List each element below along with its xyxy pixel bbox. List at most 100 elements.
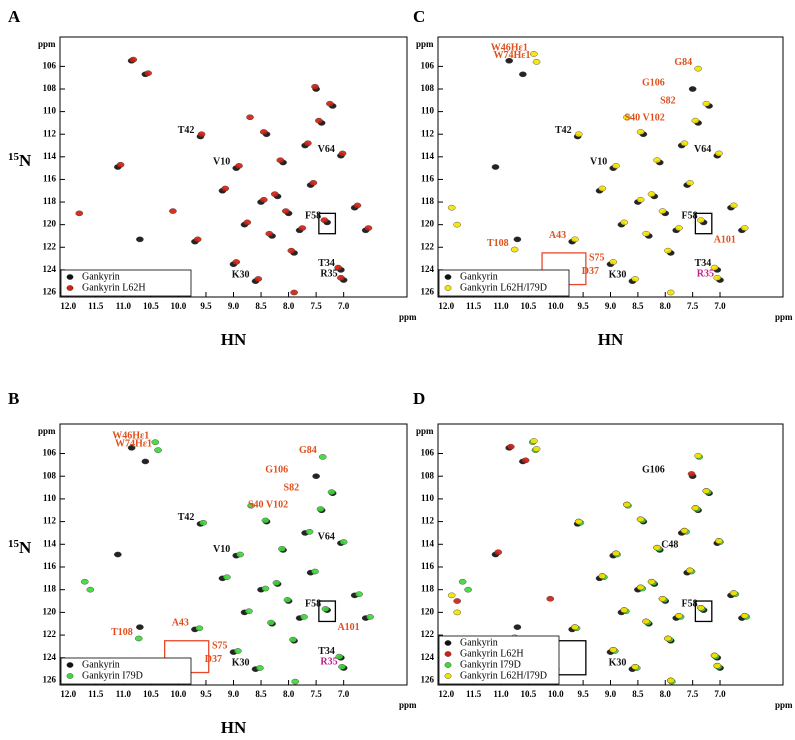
- peak: [245, 608, 253, 615]
- peak-label: S82: [284, 483, 300, 494]
- legend-marker: [444, 274, 452, 280]
- y-tick-label: 126: [43, 675, 57, 685]
- x-tick-label: 7.5: [310, 301, 322, 311]
- peak: [223, 574, 231, 580]
- peak-label: T108: [487, 238, 509, 249]
- x-axis-label: HN: [221, 718, 247, 737]
- peak: [232, 259, 241, 265]
- peak: [609, 259, 618, 265]
- x-tick-label: 10.0: [548, 301, 564, 311]
- x-tick-label: 12.0: [438, 689, 454, 699]
- legend-label: Gankyrin: [82, 659, 120, 670]
- peak: [169, 208, 177, 214]
- y-tick-label: 118: [43, 584, 57, 594]
- peak: [598, 573, 607, 579]
- panel-letter: B: [8, 389, 19, 408]
- x-tick-label: 9.0: [605, 689, 617, 699]
- peak: [141, 458, 150, 465]
- peak: [144, 70, 152, 76]
- peak-label: A101: [337, 622, 359, 633]
- peak: [458, 578, 467, 585]
- peak-label: D37: [582, 266, 599, 277]
- peak-label: K30: [232, 657, 250, 668]
- x-unit: ppm: [775, 700, 793, 710]
- peak-label: A43: [549, 230, 566, 241]
- peak-label: D37: [205, 654, 222, 665]
- peak: [666, 677, 675, 684]
- x-tick-label: 9.5: [577, 689, 589, 699]
- peak: [353, 202, 362, 209]
- y-tick-label: 108: [421, 470, 435, 480]
- legend-label: Gankyrin L62H/I79D: [460, 670, 547, 681]
- peak: [259, 196, 268, 203]
- peak-label: K30: [609, 269, 627, 280]
- y-tick-label: 114: [43, 151, 57, 161]
- peak: [715, 150, 723, 157]
- highlight-frame: [694, 600, 713, 623]
- x-axis-label: HN: [598, 330, 624, 349]
- legend-box: [60, 269, 192, 297]
- peak-label: R35: [320, 268, 337, 279]
- peak: [199, 519, 208, 526]
- y-tick-label: 108: [43, 83, 57, 93]
- peak-label: R35: [320, 656, 337, 667]
- legend-marker: [444, 673, 452, 679]
- y-tick-label: 126: [43, 287, 57, 297]
- peak-label: V64: [318, 531, 335, 542]
- panel-letter: C: [413, 7, 425, 26]
- peak: [114, 551, 122, 558]
- peak: [691, 117, 700, 124]
- peak: [290, 289, 298, 296]
- x-tick-label: 8.0: [283, 301, 295, 311]
- legend-marker: [66, 274, 74, 280]
- peak: [335, 653, 344, 660]
- peak-label: T42: [555, 125, 572, 136]
- peak-label: T108: [111, 627, 133, 638]
- peak: [283, 597, 292, 603]
- peak: [694, 65, 702, 72]
- peak: [688, 86, 697, 92]
- peak: [571, 236, 579, 243]
- y-tick-label: 124: [421, 264, 435, 274]
- y-axis-label: 15N: [8, 151, 32, 170]
- peak-label: F58: [305, 211, 321, 222]
- peak: [243, 219, 252, 226]
- peak: [636, 584, 645, 591]
- x-unit: ppm: [399, 312, 417, 322]
- legend-label: Gankyrin: [82, 271, 120, 282]
- peak: [151, 439, 160, 445]
- legend-marker: [444, 651, 452, 657]
- peak-label: T42: [178, 125, 195, 136]
- y-tick-label: 114: [43, 538, 57, 548]
- peak: [642, 230, 650, 237]
- peak-label: V64: [318, 144, 335, 155]
- peak: [453, 598, 461, 604]
- y-unit: ppm: [38, 39, 56, 49]
- peak: [366, 614, 374, 620]
- peak-label: V10: [213, 156, 230, 167]
- legend-label: Gankyrin I79D: [82, 670, 143, 681]
- peak-label: K30: [232, 269, 250, 280]
- peak: [740, 225, 749, 231]
- peak: [136, 624, 144, 630]
- peak: [675, 225, 683, 231]
- peak: [658, 208, 667, 214]
- x-tick-label: 7.0: [338, 301, 350, 311]
- x-tick-label: 7.0: [714, 301, 726, 311]
- peak: [246, 114, 254, 121]
- peak: [134, 635, 143, 642]
- peak: [338, 150, 347, 157]
- y-axis-label-isotope: 15: [8, 151, 20, 163]
- y-tick-label: 106: [421, 448, 435, 458]
- peak: [312, 473, 320, 480]
- y-tick-label: 124: [421, 652, 435, 662]
- y-tick-label: 122: [421, 241, 435, 251]
- peak: [259, 129, 268, 135]
- y-unit: ppm: [416, 39, 434, 49]
- peak-label: G106: [642, 77, 665, 88]
- legend-marker: [66, 662, 74, 668]
- peak: [710, 264, 719, 271]
- peak: [653, 157, 661, 164]
